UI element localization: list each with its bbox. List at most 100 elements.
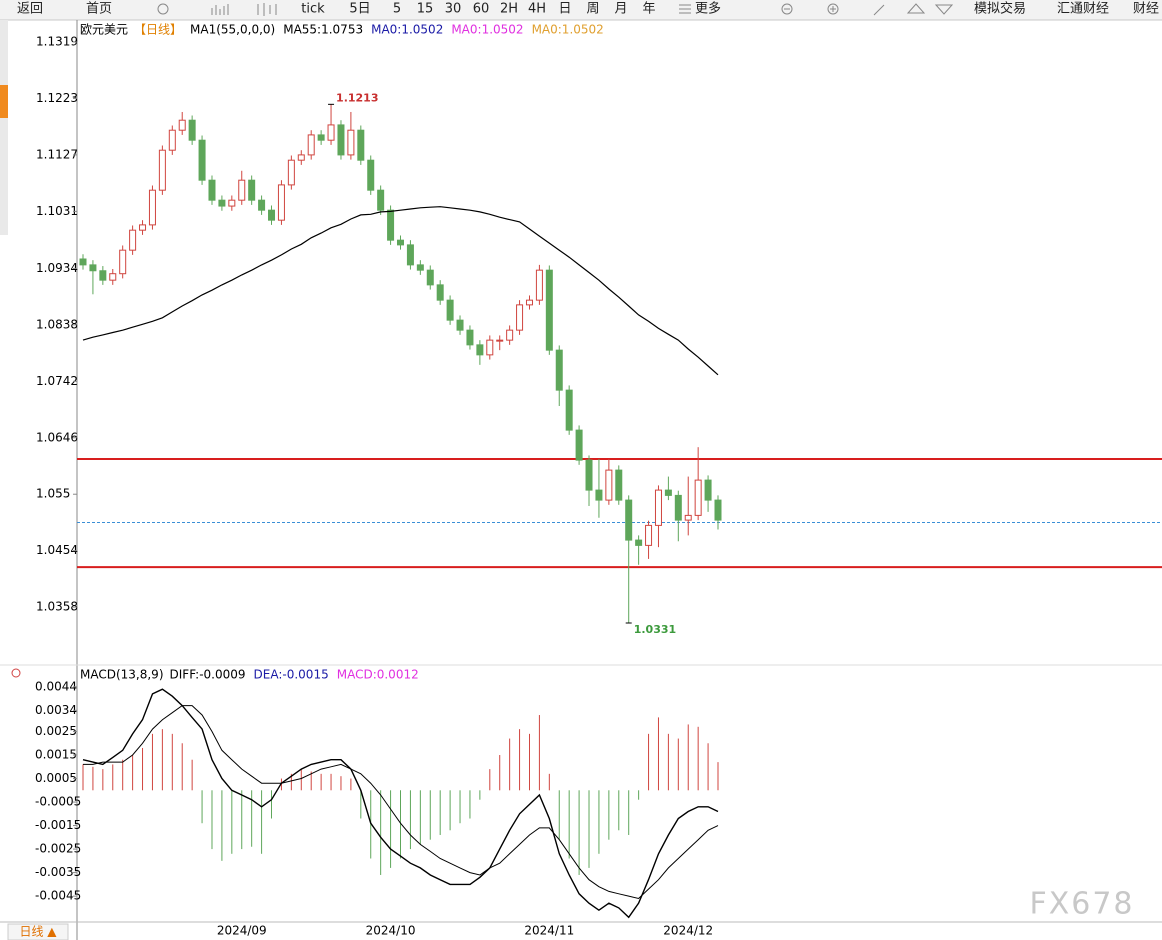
y-tick-label: 1.0646 [36,430,78,444]
candle-body [486,339,494,356]
toolbar-button[interactable]: 模拟交易 [974,1,1026,17]
candle-body [684,514,692,521]
candle-body [654,489,662,526]
y-tick-label: 1.1319 [36,34,78,48]
toolbar-button[interactable]: 5 [393,2,401,17]
candle-body [664,489,672,496]
y-tick-label: 1.0934 [36,261,78,275]
toolbar-button[interactable]: 2H [500,2,518,17]
candle-body [148,189,156,226]
candle-body [327,124,335,141]
candle-body [397,239,404,246]
period-tab[interactable] [7,923,69,940]
panel-icon [11,668,21,678]
y-tick-label: -0.0035 [35,865,81,879]
candle-body [476,344,484,356]
candle-body [277,184,285,221]
candle-body [595,489,603,501]
toolbar-icons [157,3,954,16]
y-tick-label: -0.0025 [35,842,81,856]
toolbar-button[interactable]: 60 [473,2,490,17]
candle-body [645,524,653,546]
candle-body [367,159,375,191]
legend-entry: MA0:1.0502 [371,23,443,37]
y-tick-label: 1.055 [36,487,70,501]
watermark: FX678 [1029,887,1134,922]
candle-body [129,229,137,251]
candle-body [605,469,613,501]
y-tick-label: -0.0005 [35,795,81,809]
toolbar-button[interactable]: 首页 [86,2,112,17]
toolbar [0,0,1162,20]
toolbar-button[interactable]: 4H [528,2,546,17]
toolbar-button[interactable]: 财经 [1133,2,1159,17]
candle-body [406,244,414,266]
candle-body [714,499,722,521]
x-tick-label: 2024/09 [217,924,267,938]
toolbar-button[interactable]: 周 [586,2,599,17]
legend-entry: 【日线】 [134,23,182,37]
y-tick-label: 0.0034 [35,703,77,717]
chart-title: 欧元美元 [80,23,128,37]
candle-body [377,189,385,211]
candle-body [99,270,107,281]
legend-entry: DIFF:-0.0009 [170,668,246,682]
candle-body [347,129,355,156]
y-tick-label: 0.0005 [35,771,77,785]
candle-body [625,499,633,541]
y-tick-label: 1.1223 [36,91,78,105]
toolbar-button[interactable]: 返回 [17,2,43,17]
candle-body [635,539,643,546]
candle-body [525,299,533,306]
candle-body [248,179,256,201]
candle-body [218,199,226,207]
candle-body [456,319,464,331]
candle-body [198,139,206,181]
y-tick-label: 1.1031 [36,204,78,218]
toolbar-button[interactable]: tick [301,2,325,17]
candle-body [694,479,702,516]
candle-body [178,119,186,131]
y-tick-label: -0.0045 [35,889,81,903]
legend-entry: MA55:1.0753 [283,23,363,37]
y-tick-label: 1.0742 [36,374,78,388]
candle-body [89,264,97,272]
candle-body [317,134,325,141]
high-label: 1.1213 [336,91,378,104]
toolbar-button[interactable]: 更多 [695,1,721,17]
toolbar-button[interactable]: 月 [614,2,627,17]
y-tick-label: 1.0358 [36,600,78,614]
y-tick-label: 0.0044 [35,679,77,693]
candle-body [109,273,117,281]
legend-entry: MACD:0.0012 [337,668,419,682]
toolbar-button[interactable]: 30 [445,2,462,17]
toolbar-button[interactable]: 15 [417,2,434,17]
y-tick-label: 1.1127 [36,147,78,161]
candle-body [565,389,573,431]
candle-body [307,134,315,156]
candle-body [585,459,593,491]
y-tick-label: 0.0015 [35,748,77,762]
candle-body [545,269,553,351]
candle-body [555,349,563,391]
toolbar-button[interactable]: 汇通财经 [1057,2,1109,17]
period-tab-label[interactable]: 日线 ▲ [19,925,57,939]
x-tick-label: 2024/10 [366,924,416,938]
candle-body [357,129,365,161]
y-tick-label: 0.0025 [35,724,77,738]
candle-body [238,179,246,201]
toolbar-button[interactable]: 5日 [349,2,370,17]
candle-body [516,304,524,331]
candle-body [268,209,276,221]
candle-body [139,224,147,231]
x-tick-label: 2024/11 [524,924,574,938]
candle-body [466,329,474,346]
candle-body [426,269,434,286]
toolbar-button[interactable]: 日 [558,2,571,17]
toolbar-button[interactable]: 年 [642,2,655,17]
candle-body [535,269,543,301]
diff-line [82,688,719,919]
candle-body [615,469,623,501]
candle-body [208,179,216,201]
